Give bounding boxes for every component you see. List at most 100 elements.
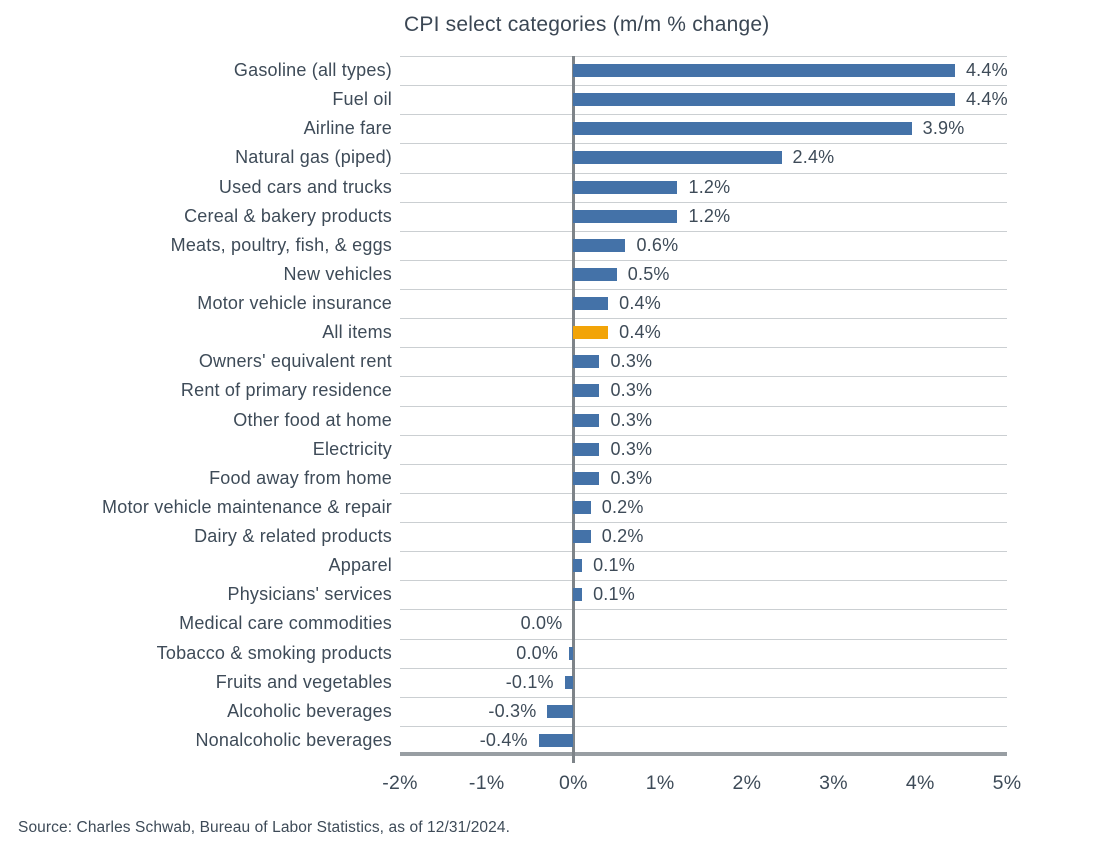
category-label: Electricity (312, 438, 392, 459)
bar-value-label: 0.3% (610, 438, 653, 459)
bar-value-label: 0.3% (610, 380, 653, 401)
gridline (400, 259, 1007, 261)
category-label: Fuel oil (332, 89, 392, 110)
category-label: Food away from home (209, 467, 392, 488)
bar (573, 326, 609, 340)
bar (573, 297, 609, 311)
gridline (400, 56, 1007, 57)
x-axis-tick-label: -2% (382, 772, 418, 794)
bar (538, 733, 574, 747)
gridline (400, 580, 1007, 582)
plot-area: 4.4% 4.4% 3.9% 2.4% 1.2% 1.2% 0.6% 0.5% 0.4% 0.4%… (400, 56, 1008, 763)
bar (573, 530, 591, 544)
bar (573, 93, 955, 107)
category-label: Rent of primary residence (180, 380, 392, 401)
gridline (400, 551, 1007, 553)
bar (573, 588, 583, 602)
gridline (400, 434, 1007, 436)
gridline (400, 638, 1007, 640)
category-label: Airline fare (303, 118, 392, 139)
bar (547, 704, 574, 718)
gridline (400, 201, 1007, 203)
bar (573, 122, 912, 136)
category-label: Motor vehicle maintenance & repair (102, 496, 392, 517)
category-label: Cereal & bakery products (184, 205, 392, 226)
category-label: Medical care commodities (179, 613, 392, 634)
bar-value-label: 2.4% (792, 147, 835, 168)
bar (573, 267, 617, 281)
category-label: Alcoholic beverages (227, 700, 392, 721)
gridline (400, 522, 1007, 523)
bar-value-label: 0.3% (610, 467, 653, 488)
gridline (400, 405, 1007, 407)
x-axis-tick-label: -1% (468, 772, 505, 794)
x-axis-tick-label: 2% (732, 772, 762, 794)
gridline (400, 492, 1007, 494)
bar (573, 238, 626, 252)
gridline (400, 143, 1007, 145)
source-note: Source: Charles Schwab, Bureau of Labor … (18, 819, 510, 836)
gridline (400, 114, 1007, 116)
category-label: Natural gas (piped) (235, 147, 392, 168)
gridline (400, 230, 1007, 232)
bar-value-label: 1.2% (688, 205, 731, 226)
gridline (400, 725, 1007, 727)
category-label: Fruits and vegetables (215, 671, 392, 692)
bar-value-label: 0.4% (619, 293, 661, 314)
bar-value-label: 0.2% (601, 496, 644, 517)
bar-value-label: 0.3% (610, 351, 653, 372)
bar (573, 151, 782, 165)
bar-value-label: 0.0% (516, 642, 559, 663)
bar-value-label: -0.3% (488, 700, 537, 721)
x-axis-tick-label: 3% (819, 772, 848, 794)
x-axis-line (400, 752, 1007, 756)
x-axis-tick-label: 1% (645, 772, 675, 794)
gridline (400, 85, 1007, 87)
gridline (400, 172, 1007, 174)
bar (573, 355, 600, 369)
bar (573, 64, 955, 78)
category-label: Gasoline (all types) (233, 60, 392, 81)
chart-title: CPI select categories (m/m % change) (404, 13, 770, 36)
bar (569, 646, 574, 660)
bar-value-label: 0.1% (593, 555, 635, 576)
gridline (400, 696, 1007, 698)
x-axis-tick-label: 4% (905, 772, 935, 794)
bar-value-label: 4.4% (965, 60, 1008, 81)
bar-value-label: 0.1% (593, 584, 635, 605)
category-label: Nonalcoholic beverages (195, 729, 392, 750)
bar-value-label: 0.3% (610, 409, 653, 430)
zero-axis-line (571, 56, 575, 763)
bar-value-label: -0.4% (479, 729, 528, 750)
bar-value-label: 0.4% (619, 322, 661, 343)
gridline (400, 318, 1007, 320)
bar-value-label: 1.2% (688, 176, 731, 197)
bar (564, 675, 574, 689)
category-label: Other food at home (233, 409, 392, 430)
category-label: Apparel (328, 555, 392, 576)
bar (573, 209, 678, 223)
gridline (400, 667, 1007, 669)
bar (573, 442, 600, 456)
bar (573, 559, 583, 573)
gridline (400, 347, 1007, 349)
bar-value-label: -0.1% (505, 671, 554, 692)
category-label: Physicians' services (227, 584, 392, 605)
gridline (400, 463, 1007, 465)
bar-value-label: 3.9% (922, 118, 965, 139)
bar-value-label: 0.0% (520, 613, 563, 634)
category-label: Used cars and trucks (218, 176, 392, 197)
category-label: All items (322, 322, 392, 343)
bar-value-label: 0.6% (636, 234, 679, 255)
category-label: Tobacco & smoking products (156, 642, 392, 663)
bar-value-label: 0.5% (627, 263, 670, 284)
bar (573, 384, 600, 398)
bar (573, 500, 591, 514)
gridline (400, 376, 1007, 378)
bar-value-label: 0.2% (601, 526, 644, 547)
category-label: Owners' equivalent rent (198, 351, 392, 372)
gridline (400, 289, 1007, 290)
category-label: Motor vehicle insurance (197, 293, 392, 314)
gridline (400, 609, 1007, 611)
category-label: Dairy & related products (194, 526, 392, 547)
